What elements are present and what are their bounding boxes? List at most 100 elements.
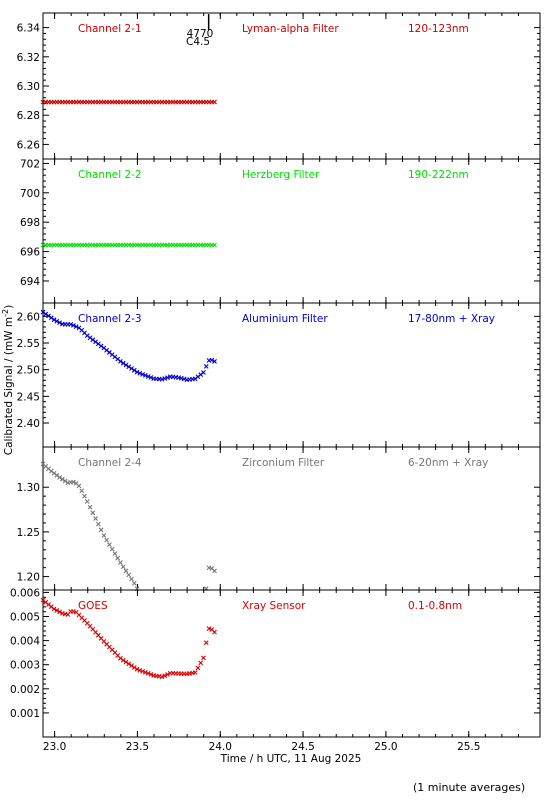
data-point [90, 337, 96, 343]
flare-marker-label-id: 4770 [187, 28, 214, 40]
data-point [123, 362, 129, 368]
data-point [115, 653, 121, 658]
data-point [192, 670, 198, 675]
panel-band-label: 190-222nm [408, 169, 469, 181]
data-point [126, 661, 132, 667]
panel-3: 2.40 2.45 2.50 2.55 2.60 Channel 2-3 Aluminium… [17, 302, 541, 448]
data-point [43, 599, 49, 605]
data-point [118, 655, 123, 661]
y-tick-label: 0.003 [10, 660, 40, 672]
x-tick-label: 25.5 [457, 741, 480, 753]
data-point [82, 618, 87, 623]
data-point [46, 313, 51, 319]
data-point [107, 350, 112, 355]
data-point [120, 657, 126, 663]
data-point [40, 309, 46, 315]
y-tick-label: 0.001 [10, 708, 40, 720]
data-series [40, 99, 217, 105]
data-point [71, 479, 76, 485]
data-point [123, 659, 129, 665]
data-point [104, 641, 110, 647]
data-point [104, 537, 110, 543]
data-point [57, 609, 62, 615]
data-point [212, 359, 217, 364]
data-point [129, 663, 134, 669]
y-tick-label: 6.30 [17, 81, 40, 93]
data-point [212, 568, 217, 574]
data-point [131, 580, 137, 586]
panel-4: 1.20 1.25 1.30 Channel 2-4 Zirconium Filter 6… [17, 446, 541, 592]
data-point [59, 476, 65, 482]
data-point [76, 612, 82, 618]
data-point [212, 99, 217, 105]
data-point [140, 371, 145, 377]
data-point [212, 242, 217, 248]
data-point [126, 364, 132, 370]
panel-channel-label: Channel 2-1 [78, 23, 142, 35]
y-tick-label: 2.55 [17, 338, 40, 350]
data-point [73, 481, 79, 486]
y-axis-title-main: Calibrated Signal / (mW m [3, 317, 15, 455]
y-tick-label: 6.32 [17, 52, 40, 64]
data-point [95, 521, 101, 527]
data-point [84, 333, 90, 339]
averaging-note: (1 minute averages) [413, 781, 526, 794]
y-axis-title-sup: -2 [1, 309, 10, 317]
panel-2: 694 696 698 700 702 Channel 2-2 Herzberg Filte… [20, 158, 541, 304]
data-point [48, 468, 54, 474]
data-point [40, 461, 46, 467]
data-point [134, 666, 140, 672]
data-point [90, 510, 96, 516]
x-tick-label: 23.5 [126, 741, 149, 753]
data-point [129, 366, 134, 371]
data-point [145, 374, 151, 379]
data-point [192, 376, 198, 382]
x-tick-label: 24.0 [209, 741, 232, 753]
y-axis-title-end: ) [3, 305, 15, 309]
data-point [195, 665, 201, 671]
y-tick-label: 694 [20, 276, 40, 288]
y-tick-label: 696 [20, 247, 40, 259]
data-point [104, 347, 110, 353]
y-tick-label: 0.005 [10, 612, 40, 624]
data-point [120, 564, 126, 570]
data-point [68, 321, 74, 327]
data-point [137, 370, 143, 376]
panel-band-label: 0.1-0.8nm [408, 600, 462, 612]
panel-channel-label: Channel 2-3 [78, 313, 142, 325]
data-point [46, 602, 51, 607]
data-point [159, 376, 165, 382]
data-point [109, 546, 115, 552]
data-point [107, 542, 112, 548]
data-point [84, 620, 90, 626]
panel-channel-label: GOES [78, 600, 108, 612]
data-point [137, 668, 143, 673]
panel-band-label: 6-20nm + Xray [408, 457, 488, 469]
data-point [51, 606, 57, 612]
y-tick-label: 6.28 [17, 110, 40, 122]
data-series [40, 242, 217, 248]
data-point [82, 330, 87, 336]
x-tick-label: 25.0 [374, 741, 397, 753]
y-tick-label: 1.25 [17, 527, 40, 539]
data-point [131, 665, 137, 670]
panel-filter-label: Xray Sensor [242, 600, 306, 612]
data-point [165, 375, 170, 380]
data-point [98, 635, 104, 641]
data-point [40, 597, 46, 603]
y-tick-label: 1.20 [17, 572, 40, 584]
panel-1: 6.26 6.28 6.30 6.32 6.34 Channel 2-1 Lyman-alp… [17, 12, 541, 160]
y-tick-label: 2.60 [17, 311, 40, 323]
data-point [131, 367, 137, 373]
y-tick-label: 2.50 [17, 365, 40, 377]
data-point [112, 354, 118, 360]
data-point [129, 576, 134, 582]
data-point [203, 640, 209, 646]
data-series [40, 597, 217, 680]
data-point [101, 345, 107, 351]
data-point [93, 339, 98, 345]
y-axis-title: Calibrated Signal / (mW m-2) [1, 305, 15, 455]
x-tick-label: 24.5 [291, 741, 314, 753]
data-point [212, 629, 217, 635]
